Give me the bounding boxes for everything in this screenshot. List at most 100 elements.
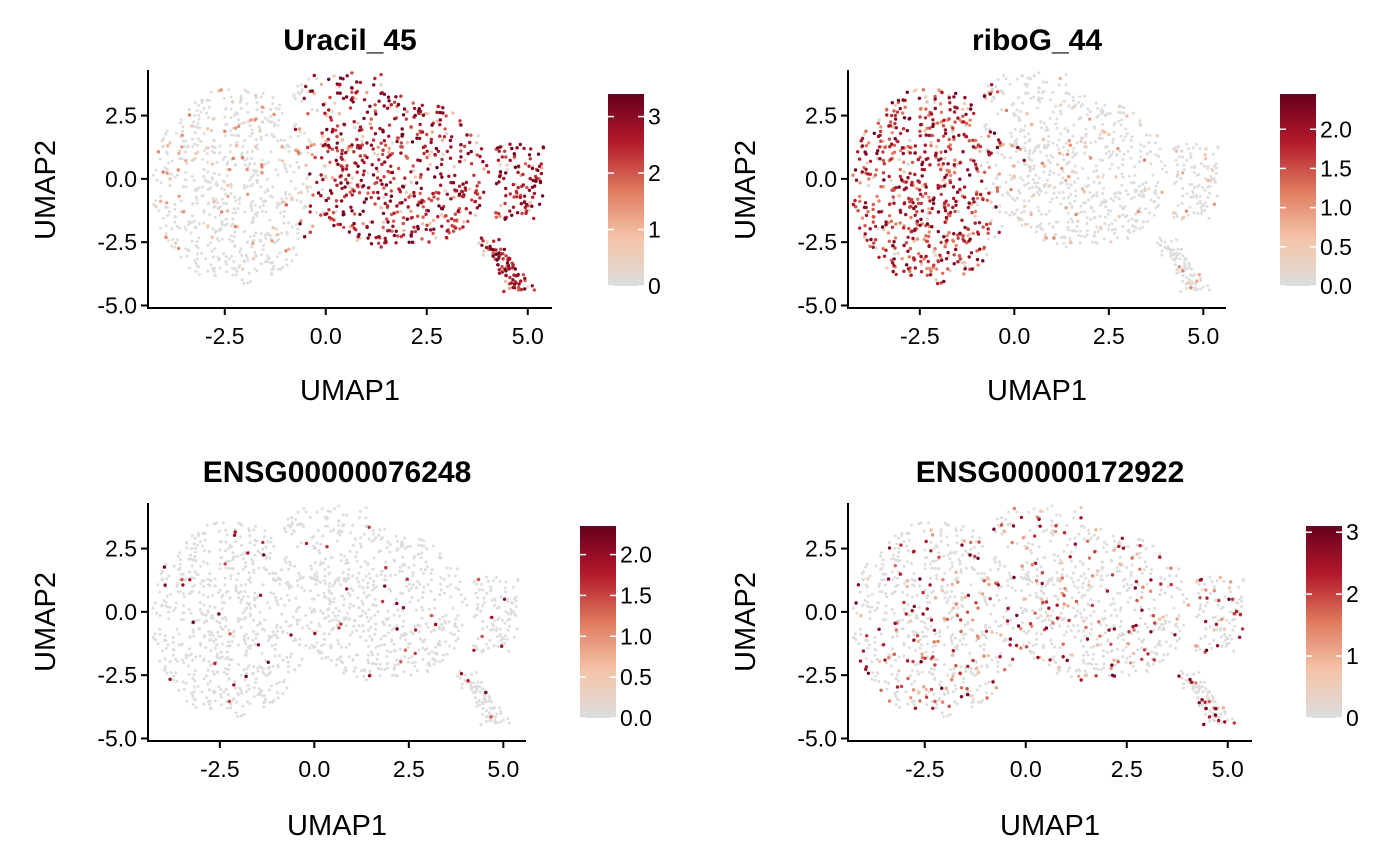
cell-point <box>348 606 352 610</box>
cell-point <box>1064 206 1068 210</box>
cell-point <box>916 197 920 201</box>
cell-point <box>410 240 415 244</box>
cell-point <box>243 230 246 234</box>
cell-point <box>1047 158 1050 162</box>
cell-point <box>425 647 429 651</box>
cell-point <box>225 700 229 703</box>
cell-point <box>419 173 423 177</box>
cell-point <box>191 628 195 632</box>
cell-point <box>212 205 216 209</box>
cell-point <box>330 628 334 632</box>
cell-point <box>425 132 429 137</box>
cell-point <box>352 120 356 124</box>
cell-point <box>1178 629 1182 633</box>
cell-point <box>1079 611 1083 615</box>
cell-point <box>1046 178 1049 182</box>
cell-point <box>477 180 481 185</box>
cell-point <box>486 646 490 650</box>
cell-point <box>1000 108 1003 112</box>
cell-point <box>1031 178 1035 182</box>
cell-point <box>467 187 472 191</box>
cell-point <box>339 155 343 160</box>
cell-point <box>990 99 994 103</box>
cell-point <box>489 585 493 589</box>
cell-point <box>176 238 179 242</box>
cell-point <box>393 559 396 563</box>
cell-point <box>1066 225 1070 229</box>
cell-point <box>367 619 371 623</box>
cell-point <box>981 225 985 229</box>
cell-point <box>231 217 235 221</box>
cell-point <box>472 644 476 648</box>
cell-point <box>1063 236 1067 240</box>
cell-point <box>200 251 204 255</box>
cell-point <box>256 549 260 553</box>
cell-point <box>244 583 248 586</box>
cell-point <box>472 681 475 685</box>
cell-point <box>892 240 896 244</box>
cell-point <box>227 640 231 644</box>
cell-point <box>527 208 531 213</box>
cell-point <box>348 602 352 606</box>
cell-point <box>1017 115 1021 119</box>
cell-point <box>369 616 373 620</box>
cell-point <box>1118 555 1122 559</box>
cell-point <box>1084 133 1088 137</box>
cell-point <box>320 644 324 648</box>
cell-point <box>284 530 288 534</box>
cell-point <box>521 273 526 277</box>
cell-point <box>875 194 879 198</box>
cell-point <box>440 224 444 228</box>
cell-point <box>415 586 418 590</box>
cell-point <box>245 606 248 610</box>
cell-point <box>1176 247 1180 251</box>
cell-point <box>357 191 362 195</box>
cell-point <box>933 247 937 251</box>
cell-point <box>402 619 406 623</box>
cell-point <box>882 228 886 232</box>
cell-point <box>986 84 990 88</box>
cell-point <box>1028 138 1032 142</box>
cell-point <box>219 227 223 231</box>
cell-point <box>1138 227 1142 231</box>
cell-point <box>958 187 962 192</box>
cell-point <box>1084 127 1088 131</box>
cell-point <box>235 578 239 582</box>
cell-point <box>1129 570 1133 574</box>
cell-point <box>1088 191 1092 194</box>
cell-point <box>323 111 327 116</box>
cell-point <box>460 623 464 627</box>
cell-point <box>438 617 441 621</box>
cell-point <box>167 610 171 614</box>
cell-point <box>379 206 383 210</box>
cell-point <box>178 566 182 570</box>
cell-point <box>308 515 312 519</box>
cell-point <box>242 713 246 716</box>
cell-point <box>1084 576 1088 580</box>
cell-point <box>1172 252 1175 256</box>
cell-point <box>1096 230 1100 233</box>
cell-point <box>230 545 234 549</box>
cell-point <box>1008 618 1012 622</box>
cell-point <box>226 183 230 188</box>
cell-point <box>401 113 406 117</box>
cell-point <box>422 539 426 543</box>
cell-point <box>227 628 231 632</box>
cell-point <box>856 150 860 154</box>
cell-point <box>184 171 188 175</box>
cell-point <box>193 555 197 559</box>
cell-point <box>863 224 867 228</box>
cell-point <box>994 176 998 180</box>
cell-point <box>1096 114 1100 118</box>
cell-point <box>480 243 484 247</box>
cell-point <box>878 129 883 134</box>
cell-point <box>285 656 289 659</box>
cell-point <box>904 186 908 190</box>
cell-point <box>986 231 990 235</box>
cell-point <box>412 168 416 173</box>
cell-point <box>906 267 911 271</box>
cell-point <box>236 643 240 647</box>
cell-point <box>164 150 168 154</box>
cell-point <box>413 554 417 558</box>
cell-point <box>881 150 885 154</box>
